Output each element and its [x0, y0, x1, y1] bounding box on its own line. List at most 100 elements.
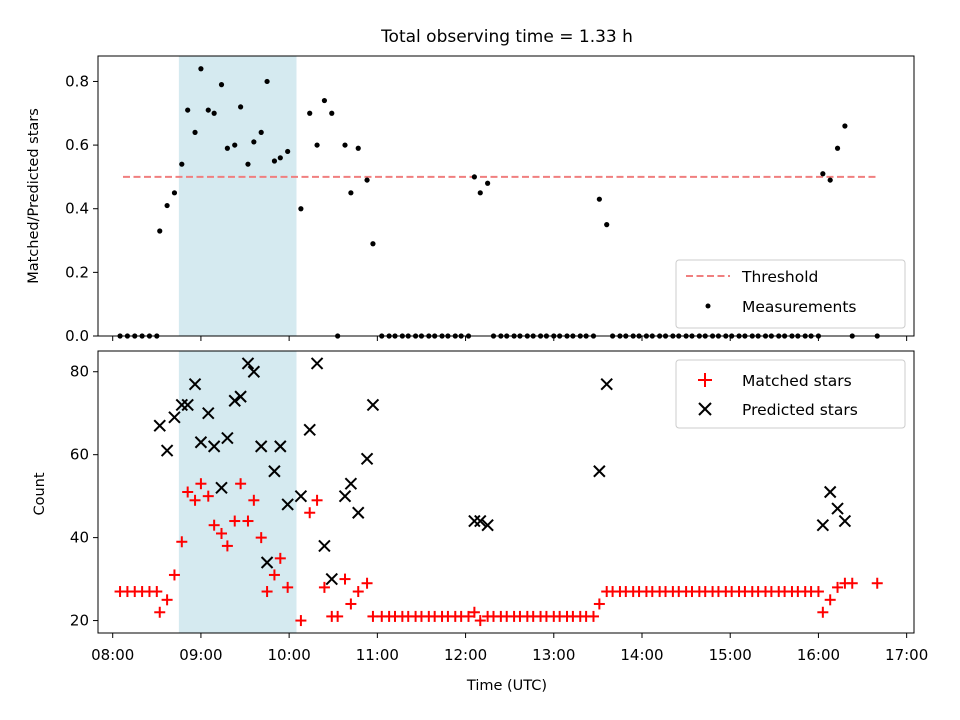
predicted-star-point	[823, 485, 837, 499]
matched-star-point	[463, 610, 475, 622]
predicted-star-point	[160, 444, 174, 457]
measurement-point	[185, 107, 191, 113]
matched-star-point	[242, 515, 254, 527]
measurement-point	[298, 206, 304, 212]
matched-legend-swatch	[698, 373, 712, 387]
predicted-star-point	[831, 502, 844, 515]
measurement-point	[314, 142, 320, 148]
predicted-star-point	[360, 452, 374, 466]
top-y-axis-label: Matched/Predicted stars	[26, 108, 42, 284]
predicted-star-point	[366, 398, 380, 412]
x-tick-label: 14:00	[620, 646, 663, 664]
measurements-legend-label: Measurements	[742, 298, 857, 316]
bottom-legend: Matched stars Predicted stars	[675, 359, 906, 429]
predicted-star-point	[468, 514, 481, 528]
predicted-star-point	[325, 572, 338, 586]
matched-legend-label: Matched stars	[742, 372, 852, 390]
predicted-star-point	[838, 514, 852, 528]
matched-star-point	[311, 494, 323, 506]
predicted-star-point	[247, 365, 261, 378]
measurement-point	[218, 82, 225, 88]
x-tick-label: 12:00	[444, 646, 487, 664]
matched-star-point	[161, 594, 173, 606]
threshold-legend-label: Threshold	[741, 268, 818, 286]
matched-star-point	[168, 569, 180, 581]
x-tick-label: 15:00	[709, 646, 752, 664]
top-panel: Total observing time = 1.33 h Matched/Pr…	[26, 27, 915, 345]
measurement-point	[842, 123, 848, 129]
matched-star-point	[221, 540, 233, 552]
y-tick-label: 60	[70, 446, 89, 464]
measurement-point	[477, 190, 483, 196]
measurement-point	[604, 222, 610, 228]
y-tick-label: 0.0	[65, 327, 89, 345]
matched-star-point	[832, 581, 844, 593]
predicted-legend-swatch	[698, 402, 712, 416]
top-highlight-span	[178, 56, 297, 336]
matched-star-point	[871, 577, 883, 589]
predicted-star-point	[181, 398, 194, 412]
predicted-star-point	[241, 357, 255, 370]
predicted-star-point	[234, 390, 247, 403]
matched-star-point	[248, 494, 260, 506]
matched-star-point	[216, 527, 228, 539]
matched-star-point	[229, 515, 241, 527]
matched-star-point	[235, 478, 247, 490]
matched-star-point	[332, 610, 344, 622]
predicted-star-point	[338, 489, 352, 503]
matched-star-point	[182, 486, 194, 498]
matched-star-point	[154, 606, 166, 618]
predicted-star-point	[474, 514, 487, 528]
measurement-point	[205, 107, 211, 113]
bottom-points	[114, 357, 883, 627]
measurement-point	[157, 228, 163, 234]
y-tick-label: 0.2	[65, 263, 89, 281]
predicted-star-point	[260, 556, 274, 569]
matched-star-point	[202, 490, 214, 502]
predicted-star-point	[481, 518, 494, 532]
matched-star-point	[274, 552, 286, 564]
top-legend-box	[675, 259, 906, 329]
measurement-point	[251, 139, 257, 145]
measurement-point	[329, 110, 335, 116]
measurement-point	[238, 104, 244, 110]
measurement-point	[342, 142, 348, 148]
bottom-y-axis-label: Count	[32, 472, 48, 515]
matched-star-point	[474, 615, 486, 627]
matched-star-point	[846, 577, 858, 589]
predicted-star-point	[168, 411, 181, 424]
chart-title: Total observing time = 1.33 h	[380, 27, 633, 47]
matched-star-point	[151, 586, 163, 598]
predicted-star-point	[593, 465, 606, 478]
predicted-star-point	[194, 436, 208, 449]
measurement-point	[364, 177, 370, 183]
x-tick-label: 16:00	[797, 646, 840, 664]
measurement-point	[264, 78, 270, 85]
predicted-star-point	[268, 465, 281, 478]
matched-star-point	[339, 573, 351, 585]
matched-star-point	[261, 586, 273, 598]
predicted-star-point	[816, 518, 830, 532]
measurement-point	[198, 66, 204, 72]
measurement-point	[179, 161, 185, 167]
measurement-point	[245, 161, 251, 167]
matched-star-point	[587, 610, 599, 622]
measurement-point	[224, 145, 230, 151]
measurement-point	[348, 190, 354, 196]
predicted-star-point	[294, 489, 308, 503]
x-tick-label: 10:00	[268, 646, 311, 664]
matched-star-point	[268, 569, 280, 581]
measurement-point	[164, 202, 170, 209]
bottom-axes-frame	[97, 350, 915, 634]
measurement-point	[820, 171, 826, 177]
predicted-star-point	[215, 481, 228, 495]
matched-star-point	[282, 581, 294, 593]
x-tick-label: 09:00	[179, 646, 222, 664]
matched-star-point	[593, 598, 605, 610]
predicted-star-point	[352, 506, 365, 519]
bottom-panel: Count Time (UTC) 20 40 60 80 08:00 09:00 10:0…	[32, 350, 928, 694]
y-tick-label: 0.8	[65, 72, 89, 90]
top-y-ticks: 0.0 0.2 0.4 0.6 0.8	[65, 72, 98, 345]
measurement-point	[596, 196, 602, 202]
measurement-point	[171, 190, 178, 196]
